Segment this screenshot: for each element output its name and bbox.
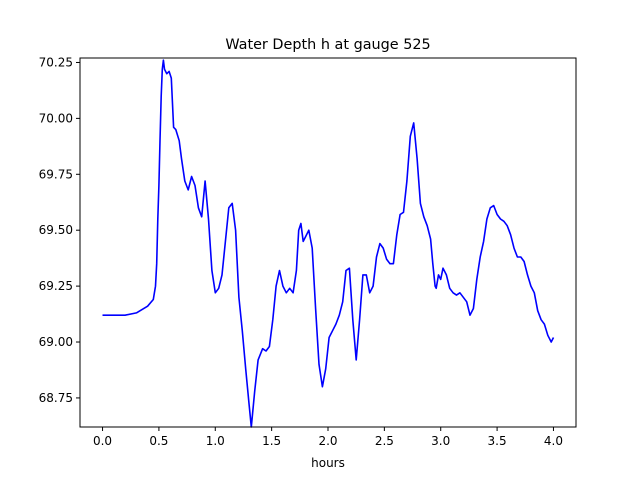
x-tick-label: 1.5 <box>262 434 281 448</box>
y-tick-label: 68.75 <box>39 391 73 405</box>
y-tick-label: 69.00 <box>39 335 73 349</box>
y-tick-label: 70.25 <box>39 55 73 69</box>
y-tick-label: 69.25 <box>39 279 73 293</box>
x-tick-label: 4.0 <box>544 434 563 448</box>
plot-area <box>80 58 576 427</box>
x-tick-label: 0.0 <box>93 434 112 448</box>
plot-frame <box>79 57 577 428</box>
x-tick-label: 2.5 <box>375 434 394 448</box>
y-tick-label: 70.00 <box>39 111 73 125</box>
axis-ticks: 0.0 0.5 1.0 1.5 2.0 2.5 3.0 3.5 4.0 68.75 69.00 69.… <box>39 55 563 448</box>
x-tick-label: 0.5 <box>149 434 168 448</box>
x-tick-label: 1.0 <box>206 434 225 448</box>
x-tick-label: 3.0 <box>431 434 450 448</box>
water-depth-line <box>102 59 555 428</box>
y-tick-label: 69.75 <box>39 167 73 181</box>
x-tick-label: 2.0 <box>318 434 337 448</box>
series-layer <box>102 59 555 428</box>
x-tick-label: 3.5 <box>488 434 507 448</box>
y-tick-label: 69.50 <box>39 223 73 237</box>
chart-title: Water Depth h at gauge 525 <box>225 37 430 53</box>
x-axis-label: hours <box>311 456 345 470</box>
